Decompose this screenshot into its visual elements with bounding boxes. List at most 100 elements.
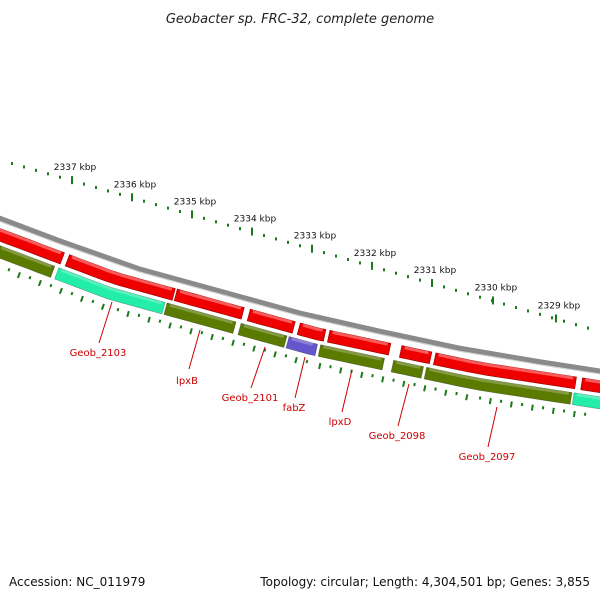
kbp-tick-label: 2329 kbp: [538, 301, 581, 311]
inner-tick: [329, 365, 332, 369]
forward-gene-highlight-9: [585, 378, 600, 384]
forward-gene-highlight-5: [302, 323, 323, 332]
forward-gene-highlight-2: [71, 255, 173, 291]
gene-labels: Geob_2103 lpxB Geob_2101 fabZ lpxD Geob_2098 G…: [70, 301, 516, 463]
forward-gene-highlight-1: [0, 228, 62, 255]
reverse-gene-highlight-2: [0, 246, 52, 268]
inner-tick: [509, 401, 513, 408]
reverse-gene-highlight-4: [169, 303, 234, 324]
forward-gene-highlight-3: [179, 290, 242, 310]
inner-tick: [79, 295, 84, 303]
kbp-tick-label: 2337 kbp: [54, 163, 97, 173]
reverse-gene-highlight-7: [323, 345, 382, 361]
gene-label-leader: [487, 406, 498, 448]
inner-tick: [371, 374, 374, 378]
kbp-tick-label: 2331 kbp: [414, 266, 457, 276]
reverse-gene-highlight-5: [243, 324, 285, 338]
gene-label-geob-2101: Geob_2101: [222, 393, 279, 404]
forward-gene-highlight-6: [332, 331, 388, 346]
inner-tick: [231, 339, 235, 346]
inner-tick: [360, 371, 364, 379]
gene-tracks: [0, 228, 600, 410]
inner-tick: [434, 387, 437, 391]
kbp-tick-label: 2333 kbp: [294, 232, 337, 242]
inner-tick: [126, 310, 130, 318]
inner-tick: [423, 385, 427, 392]
forward-gene-highlight-8: [438, 353, 574, 380]
inner-tick: [158, 319, 162, 323]
forward-gene-7: [399, 345, 433, 365]
inner-tick: [58, 287, 63, 295]
inner-tick: [100, 303, 105, 310]
reverse-gene-4: [163, 302, 237, 334]
reverse-gene-6: [285, 336, 318, 357]
inner-tick: [16, 271, 21, 279]
kbp-tick-label: 2336 kbp: [114, 180, 157, 190]
gene-label-leader: [250, 346, 266, 389]
inner-tick: [572, 410, 576, 418]
inner-tick: [147, 316, 151, 323]
gene-label-leader: [294, 356, 306, 399]
inner-tick: [91, 299, 95, 304]
inner-tick: [455, 391, 458, 396]
accession-label: Accession: NC_011979: [9, 575, 145, 589]
inner-tick: [242, 342, 246, 346]
gene-label-leader: [98, 301, 113, 344]
inner-tick: [200, 331, 204, 335]
inner-tick: [37, 279, 42, 287]
topology-label: Topology: circular; Length: 4,304,501 bp…: [259, 575, 590, 589]
forward-gene-5: [296, 322, 327, 342]
reverse-gene-10: [571, 392, 600, 410]
kbp-tick-track: 2337 kbp 2336 kbp 2335 kbp 2334 kbp 2333 kbp…: [7, 162, 589, 418]
reverse-gene-highlight-8: [396, 360, 421, 369]
inner-tick: [488, 398, 492, 405]
inner-tick: [305, 359, 309, 364]
gene-label-geob-2098: Geob_2098: [369, 431, 426, 442]
inner-tick: [381, 376, 385, 383]
inner-tick: [221, 336, 225, 341]
inner-tick: [49, 283, 53, 288]
forward-gene-highlight-4: [252, 310, 293, 324]
inner-tick: [530, 404, 534, 411]
reverse-gene-5: [237, 322, 288, 348]
gene-label-lpxb: lpxB: [176, 376, 198, 387]
forward-gene-6: [327, 329, 392, 356]
gene-label-geob-2097: Geob_2097: [459, 452, 516, 463]
inner-tick: [252, 345, 256, 352]
reverse-gene-9: [423, 366, 573, 405]
inner-tick: [7, 268, 11, 272]
reverse-gene-3: [54, 267, 166, 315]
inner-tick: [70, 291, 74, 296]
inner-tick: [318, 362, 322, 370]
inner-tick: [28, 275, 32, 280]
reverse-gene-highlight-6: [291, 337, 314, 346]
inner-tick: [402, 380, 406, 387]
kbp-tick-label: 2330 kbp: [475, 283, 518, 293]
inner-tick: [444, 389, 448, 396]
inner-tick: [551, 407, 555, 414]
inner-tick: [339, 367, 343, 374]
map-title: Geobacter sp. FRC-32, complete genome: [166, 12, 434, 27]
kbp-tick-label: 2334 kbp: [234, 215, 277, 225]
reverse-gene-7: [317, 344, 385, 371]
gene-label-leader: [397, 383, 410, 427]
gene-label-geob-2103: Geob_2103: [70, 348, 127, 359]
forward-gene-3: [173, 288, 245, 320]
kbp-tick-label: 2335 kbp: [174, 197, 217, 207]
inner-tick: [294, 356, 298, 364]
inner-tick: [392, 378, 395, 382]
kbp-tick-label: 2332 kbp: [354, 249, 397, 259]
gene-label-lpxd: lpxD: [329, 417, 352, 428]
inner-tick: [413, 382, 416, 387]
reverse-gene-highlight-3: [60, 268, 163, 305]
gene-label-leader: [341, 369, 353, 413]
inner-tick: [189, 328, 193, 335]
inner-tick: [210, 333, 214, 341]
reverse-gene-highlight-10: [576, 393, 600, 400]
inner-tick: [137, 313, 141, 318]
inner-tick: [168, 322, 172, 329]
gene-label-fabz: fabZ: [283, 403, 306, 414]
inner-tick: [116, 307, 120, 312]
